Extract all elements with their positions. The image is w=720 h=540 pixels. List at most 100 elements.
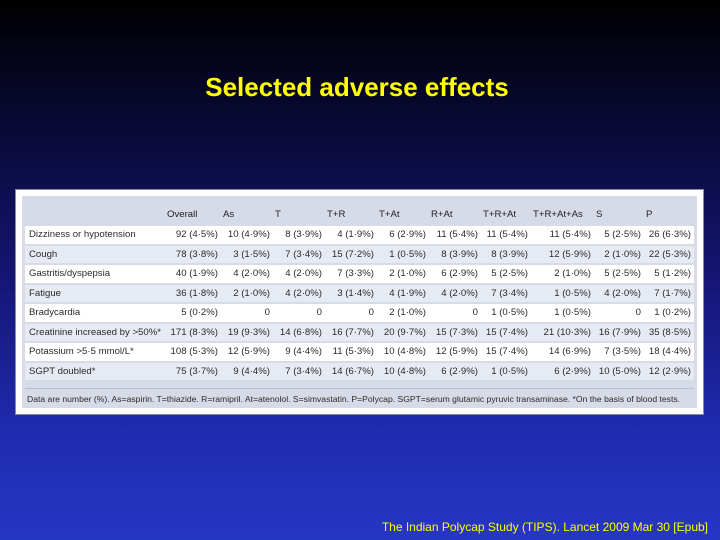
- value-cell: 8 (3·9%): [429, 245, 481, 265]
- value-cell: 4 (2·0%): [273, 265, 325, 285]
- value-cell: 108 (5·3%): [165, 343, 221, 363]
- value-cell: 20 (9·7%): [377, 323, 429, 343]
- row-label-cell: Fatigue: [25, 284, 165, 304]
- value-cell: 6 (2·9%): [377, 226, 429, 246]
- header-cell-label: [25, 202, 165, 226]
- value-cell: 1 (0·5%): [481, 362, 531, 382]
- value-cell: 6 (2·9%): [531, 362, 594, 382]
- value-cell: 11 (5·4%): [531, 226, 594, 246]
- header-cell: S: [596, 208, 603, 220]
- value-cell: 4 (2·0%): [594, 284, 644, 304]
- value-cell: 2 (1·0%): [377, 265, 429, 285]
- value-cell: 2 (1·0%): [377, 304, 429, 324]
- value-cell: 12 (2·9%): [644, 362, 694, 382]
- value-cell: 12 (5·9%): [221, 343, 273, 363]
- table-row: SGPT doubled* 75 (3·7%) 9 (4·4%) 7 (3·4%) 14…: [25, 362, 694, 382]
- value-cell: 15 (7·4%): [481, 323, 531, 343]
- value-cell: 11 (5·4%): [481, 226, 531, 246]
- table-row: Fatigue 36 (1·8%) 2 (1·0%) 4 (2·0%) 3 (1·4%)…: [25, 284, 694, 304]
- header-cell: P: [646, 208, 653, 220]
- value-cell: 0: [221, 304, 273, 324]
- value-cell: 26 (6·3%): [644, 226, 694, 246]
- value-cell: 16 (7·9%): [594, 323, 644, 343]
- value-cell: 9 (4·4%): [273, 343, 325, 363]
- value-cell: 22 (5·3%): [644, 245, 694, 265]
- value-cell: 4 (2·0%): [221, 265, 273, 285]
- value-cell: 15 (7·3%): [429, 323, 481, 343]
- value-cell: 1 (0·2%): [644, 304, 694, 324]
- value-cell: 4 (2·0%): [273, 284, 325, 304]
- value-cell: 15 (7·4%): [481, 343, 531, 363]
- table-row: Bradycardia 5 (0·2%) 0 0 0 2 (1·0%) 0 1 (0·5%) 1…: [25, 304, 694, 324]
- value-cell: 7 (3·4%): [481, 284, 531, 304]
- slide-citation: The Indian Polycap Study (TIPS). Lancet …: [381, 520, 708, 534]
- value-cell: 6 (2·9%): [429, 362, 481, 382]
- table-row: Gastritis/dyspepsia 40 (1·9%) 4 (2·0%) 4 (2…: [25, 265, 694, 285]
- value-cell: 75 (3·7%): [165, 362, 221, 382]
- row-label-cell: Dizziness or hypotension: [25, 226, 165, 246]
- row-label-cell: SGPT doubled*: [25, 362, 165, 382]
- value-cell: 1 (0·5%): [531, 304, 594, 324]
- table-inner: Overall As T T+R T+At R+At T+R+At T+R+At+As S P D…: [22, 196, 697, 408]
- value-cell: 18 (4·4%): [644, 343, 694, 363]
- value-cell: 171 (8·3%): [165, 323, 221, 343]
- header-cell: T+At: [379, 208, 400, 220]
- value-cell: 5 (2·5%): [594, 226, 644, 246]
- header-cell: T+R+At: [483, 208, 517, 220]
- value-cell: 8 (3·9%): [481, 245, 531, 265]
- value-cell: 14 (6·7%): [325, 362, 377, 382]
- header-cell: R+At: [431, 208, 453, 220]
- value-cell: 4 (1·9%): [325, 226, 377, 246]
- value-cell: 4 (1·9%): [377, 284, 429, 304]
- value-cell: 10 (4·8%): [377, 343, 429, 363]
- value-cell: 2 (1·0%): [531, 265, 594, 285]
- value-cell: 0: [273, 304, 325, 324]
- table-row: Cough 78 (3·8%) 3 (1·5%) 7 (3·4%) 15 (7·2%) 1…: [25, 245, 694, 265]
- header-cell: Overall: [167, 208, 198, 220]
- value-cell: 1 (0·5%): [377, 245, 429, 265]
- value-cell: 10 (4·8%): [377, 362, 429, 382]
- slide-title: Selected adverse effects: [205, 72, 509, 102]
- value-cell: 5 (1·2%): [644, 265, 694, 285]
- value-cell: 2 (1·0%): [221, 284, 273, 304]
- row-label-cell: Cough: [25, 245, 165, 265]
- value-cell: 1 (0·5%): [481, 304, 531, 324]
- value-cell: 5 (2·5%): [594, 265, 644, 285]
- table-panel: Overall As T T+R T+At R+At T+R+At T+R+At+As S P D…: [15, 189, 704, 415]
- value-cell: 14 (6·8%): [273, 323, 325, 343]
- value-cell: 9 (4·4%): [221, 362, 273, 382]
- table-footnote: Data are number (%). As=aspirin. T=thiaz…: [27, 394, 681, 404]
- value-cell: 5 (0·2%): [165, 304, 221, 324]
- value-cell: 7 (3·4%): [273, 245, 325, 265]
- value-cell: 21 (10·3%): [531, 323, 594, 343]
- value-cell: 8 (3·9%): [273, 226, 325, 246]
- value-cell: 35 (8·5%): [644, 323, 694, 343]
- table-body: Dizziness or hypotension 92 (4·5%) 10 (4·9…: [25, 226, 694, 382]
- value-cell: 7 (1·7%): [644, 284, 694, 304]
- value-cell: 12 (5·9%): [531, 245, 594, 265]
- header-cell: T+R: [327, 208, 346, 220]
- row-label-cell: Potassium >5·5 mmol/L*: [25, 343, 165, 363]
- header-cell: T+R+At+As: [533, 208, 583, 220]
- value-cell: 7 (3·4%): [273, 362, 325, 382]
- row-label-cell: Creatinine increased by >50%*: [25, 323, 165, 343]
- value-cell: 12 (5·9%): [429, 343, 481, 363]
- value-cell: 11 (5·3%): [325, 343, 377, 363]
- value-cell: 3 (1·4%): [325, 284, 377, 304]
- value-cell: 7 (3·3%): [325, 265, 377, 285]
- value-cell: 16 (7·7%): [325, 323, 377, 343]
- row-label-cell: Bradycardia: [25, 304, 165, 324]
- table-header-row: Overall As T T+R T+At R+At T+R+At T+R+At+As S P: [25, 202, 694, 226]
- value-cell: 40 (1·9%): [165, 265, 221, 285]
- value-cell: 15 (7·2%): [325, 245, 377, 265]
- adverse-effects-table: Overall As T T+R T+At R+At T+R+At T+R+At+As S P D…: [25, 202, 694, 382]
- table-row: Potassium >5·5 mmol/L* 108 (5·3%) 12 (5·9%…: [25, 343, 694, 363]
- value-cell: 2 (1·0%): [594, 245, 644, 265]
- value-cell: 10 (5·0%): [594, 362, 644, 382]
- footnote-divider: [25, 388, 694, 389]
- value-cell: 11 (5·4%): [429, 226, 481, 246]
- value-cell: 92 (4·5%): [165, 226, 221, 246]
- value-cell: 19 (9·3%): [221, 323, 273, 343]
- value-cell: 78 (3·8%): [165, 245, 221, 265]
- value-cell: 1 (0·5%): [531, 284, 594, 304]
